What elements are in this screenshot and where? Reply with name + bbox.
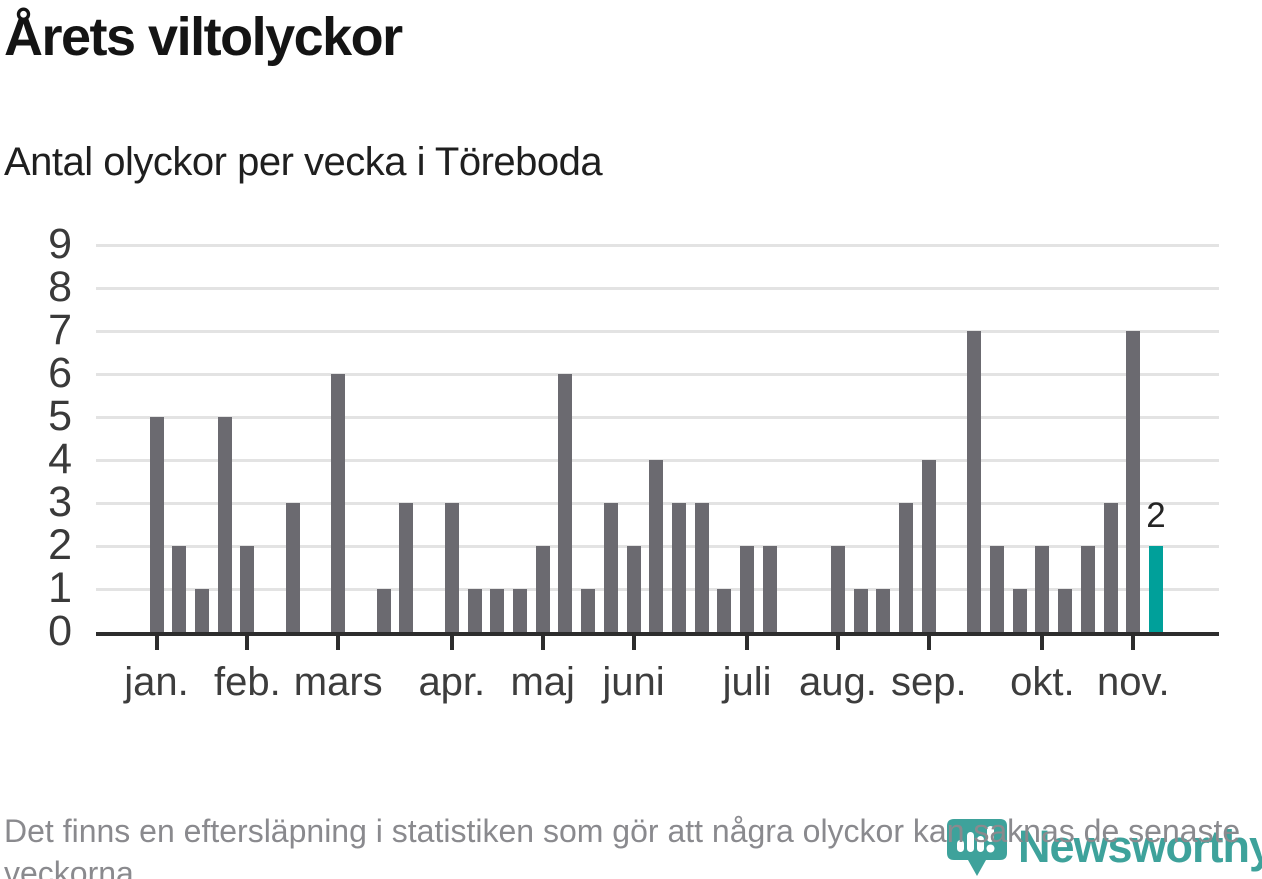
y-axis-label-8: 8 [48, 263, 72, 311]
newsworthy-logo: Newsworthy [946, 818, 1262, 878]
bar-week-4 [217, 417, 232, 632]
x-axis-month-label-juli: juli [722, 660, 772, 704]
y-axis-label-9: 9 [48, 220, 72, 268]
bar-week-21 [603, 503, 618, 632]
bar-week-38 [989, 546, 1004, 632]
x-axis-tick-juli [745, 636, 750, 650]
y-axis-label-1: 1 [48, 564, 72, 612]
bar-week-9 [331, 374, 346, 632]
y-axis-label-7: 7 [48, 306, 72, 354]
gridline-y7 [96, 329, 1219, 333]
x-axis-month-label-sep: sep. [891, 660, 967, 704]
bar-week-15 [467, 589, 482, 632]
bar-week-33 [876, 589, 891, 632]
bar-week-28 [762, 546, 777, 632]
gridline-y9 [96, 243, 1219, 247]
x-axis-tick-apr [449, 636, 454, 650]
bar-week-41 [1058, 589, 1073, 632]
bar-week-40 [1035, 546, 1050, 632]
gridline-y8 [96, 286, 1219, 290]
x-axis-line [96, 632, 1219, 636]
x-axis-month-label-feb: feb. [214, 660, 281, 704]
x-axis-month-label-apr: apr. [418, 660, 486, 704]
footnote: Det finns en eftersläpning i statistiken… [4, 813, 1241, 879]
x-axis-tick-juni [631, 636, 636, 650]
x-axis-tick-mars [336, 636, 341, 650]
x-axis-tick-aug [835, 636, 840, 650]
newsworthy-wordmark: Newsworthy [1018, 821, 1262, 872]
bar-week-31 [830, 546, 845, 632]
bar-week-3 [194, 589, 209, 632]
y-axis-label-5: 5 [48, 392, 72, 440]
bar-week-20 [581, 589, 596, 632]
x-axis-month-label-mars: mars [293, 660, 383, 704]
bar-week-17 [512, 589, 527, 632]
highlight-bar-week-45 [1149, 546, 1163, 632]
bar-week-34 [899, 503, 914, 632]
page-title: Årets viltolyckor [4, 7, 403, 67]
bar-week-26 [717, 589, 732, 632]
bar-week-43 [1103, 503, 1118, 632]
bar-week-5 [240, 546, 255, 632]
gridline-y5 [96, 415, 1219, 419]
bar-week-39 [1012, 589, 1027, 632]
x-axis-tick-nov [1131, 636, 1136, 650]
bar-week-14 [444, 503, 459, 632]
x-axis-tick-feb [245, 636, 250, 650]
bar-week-25 [694, 503, 709, 632]
x-axis-month-label-nov: nov. [1096, 660, 1170, 704]
bar-week-35 [921, 460, 936, 632]
x-axis-tick-okt [1040, 636, 1045, 650]
x-axis-tick-jan [154, 636, 159, 650]
x-axis-tick-sep [926, 636, 931, 650]
bar-week-19 [558, 374, 573, 632]
bar-week-1 [149, 417, 164, 632]
gridline-y6 [96, 372, 1219, 376]
y-axis-label-3: 3 [48, 478, 72, 526]
y-axis-label-0: 0 [48, 607, 72, 655]
x-axis-month-label-jan: jan. [124, 660, 189, 704]
y-axis-label-2: 2 [48, 521, 72, 569]
bar-week-42 [1080, 546, 1095, 632]
y-axis-label-6: 6 [48, 349, 72, 397]
x-axis-month-label-maj: maj [510, 660, 575, 704]
bar-week-12 [399, 503, 414, 632]
bar-week-24 [671, 503, 686, 632]
newsworthy-pin-icon [946, 818, 1008, 878]
x-axis-month-label-okt: okt. [1010, 660, 1075, 704]
bar-week-37 [967, 331, 982, 632]
bar-week-2 [172, 546, 187, 632]
bar-week-23 [649, 460, 664, 632]
bar-week-11 [376, 589, 391, 632]
bar-week-22 [626, 546, 641, 632]
bar-week-44 [1126, 331, 1141, 632]
bar-week-32 [853, 589, 868, 632]
bar-week-18 [535, 546, 550, 632]
bar-week-27 [740, 546, 755, 632]
bar-chart-plot-area: 2 [96, 243, 1219, 636]
chart-subtitle: Antal olyckor per vecka i Töreboda [4, 140, 603, 184]
y-axis-label-4: 4 [48, 435, 72, 483]
bar-week-7 [285, 503, 300, 632]
x-axis-tick-maj [540, 636, 545, 650]
highlight-bar-value-label: 2 [1146, 496, 1166, 535]
bar-week-16 [490, 589, 505, 632]
x-axis-month-label-aug: aug. [799, 660, 877, 704]
x-axis-month-label-juni: juni [602, 660, 665, 704]
